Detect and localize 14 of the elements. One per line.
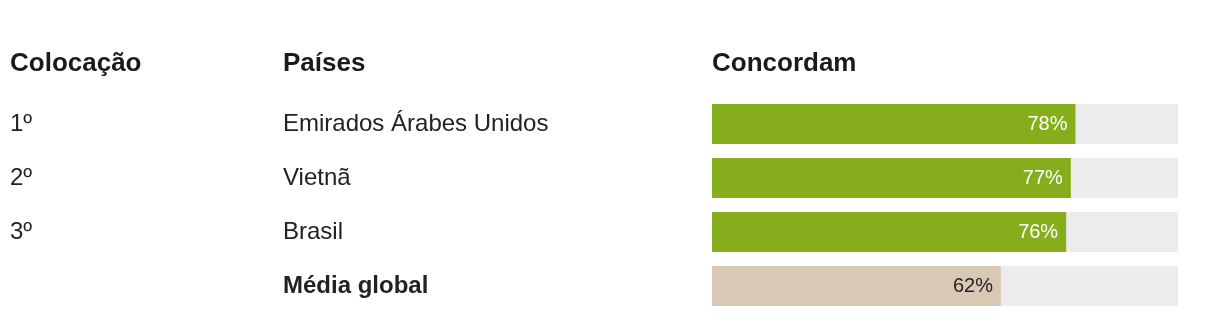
y-tick-label: Brasil: [283, 217, 344, 244]
text: Colocação: [10, 47, 142, 77]
y-axis-title: Países: [283, 47, 366, 77]
y-tick-label: Vietnã: [283, 163, 352, 190]
text: 3º: [10, 217, 33, 244]
x-axis-title: Concordam: [712, 47, 857, 77]
text: 2º: [10, 163, 33, 190]
data-label: 62%: [952, 274, 994, 296]
data-label: 77%: [1022, 166, 1064, 188]
data-label: 78%: [1027, 112, 1068, 134]
y-tick-label: Média global: [283, 271, 429, 298]
y-tick-label: Emirados Árabes Unidos: [283, 109, 549, 136]
data-label: 76%: [1018, 220, 1059, 242]
text: 1º: [10, 109, 33, 136]
